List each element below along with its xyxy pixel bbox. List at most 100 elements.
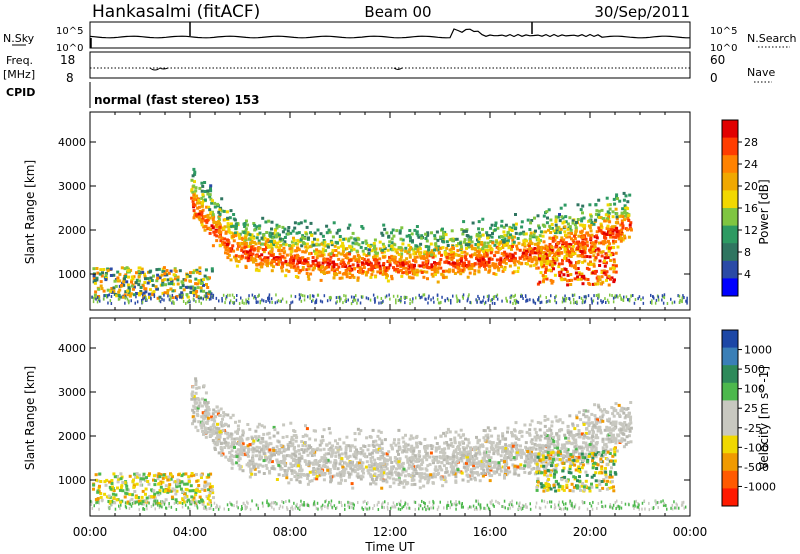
echo-cell (378, 437, 382, 441)
echo-cell (614, 409, 618, 413)
echo-cell (433, 265, 437, 269)
echo-cell (436, 297, 439, 301)
echo-cell (143, 275, 147, 279)
echo-cell (562, 277, 566, 281)
echo-cell (551, 449, 555, 453)
echo-cell (194, 379, 198, 383)
echo-cell (309, 272, 313, 276)
echo-cell (569, 430, 573, 434)
echo-cell (362, 257, 366, 261)
echo-cell (595, 230, 599, 234)
echo-cell (496, 265, 500, 269)
echo-cell (412, 297, 414, 301)
echo-cell (551, 259, 555, 263)
echo-cell (375, 448, 378, 452)
echo-cell (249, 258, 253, 262)
echo-cell (357, 243, 361, 247)
echo-cell (346, 226, 350, 230)
echo-cell (564, 220, 568, 224)
echo-cell (538, 280, 542, 284)
echo-cell (361, 295, 363, 299)
echo-cell (104, 273, 108, 277)
echo-cell (581, 246, 585, 250)
echo-cell (552, 435, 555, 439)
echo-cell (617, 403, 621, 407)
echo-cell (462, 240, 466, 244)
echo-cell (625, 295, 628, 299)
echo-cell (116, 276, 120, 280)
echo-cell (482, 436, 486, 440)
echo-cell (580, 217, 584, 221)
echo-cell (404, 301, 406, 305)
echo-cell (338, 473, 342, 477)
echo-cell (427, 296, 430, 300)
echo-cell (170, 282, 174, 286)
echo-cell (319, 439, 323, 443)
echo-cell (481, 247, 485, 251)
echo-cell (353, 255, 357, 259)
echo-cell (367, 248, 371, 252)
echo-cell (471, 221, 475, 225)
echo-cell (558, 231, 562, 235)
echo-cell (605, 301, 607, 304)
echo-cell (460, 257, 464, 261)
echo-cell (467, 297, 469, 301)
echo-cell (495, 294, 497, 298)
echo-cell (126, 297, 129, 301)
echo-cell (454, 448, 458, 452)
echo-cell (545, 256, 549, 260)
echo-cell (223, 245, 227, 249)
echo-cell (661, 298, 663, 302)
echo-cell (514, 213, 517, 216)
echo-cell (476, 238, 479, 242)
echo-cell (262, 299, 265, 303)
echo-cell (479, 443, 483, 447)
echo-cell (463, 256, 467, 260)
echo-cell (289, 265, 293, 269)
echo-cell (595, 433, 598, 437)
echo-cell (593, 250, 597, 254)
echo-cell (560, 215, 564, 219)
echo-cell (608, 231, 612, 235)
echo-cell (597, 226, 601, 230)
echo-cell (278, 237, 282, 241)
echo-cell (527, 448, 531, 452)
echo-cell (599, 222, 603, 226)
echo-cell (540, 300, 543, 304)
echo-cell (534, 235, 538, 239)
echo-cell (317, 243, 321, 247)
echo-cell (285, 262, 289, 266)
echo-cell (361, 241, 365, 245)
echo-cell (372, 445, 376, 448)
echo-cell (334, 445, 338, 449)
echo-cell (212, 296, 214, 300)
echo-cell (205, 297, 208, 301)
freq-right-label: Nave (747, 66, 775, 79)
echo-cell (528, 253, 532, 257)
echo-cell (571, 244, 575, 248)
echo-cell (464, 258, 468, 261)
echo-cell (411, 462, 415, 466)
echo-cell (266, 256, 270, 260)
echo-cell (470, 474, 474, 478)
echo-cell (530, 419, 534, 423)
echo-cell (568, 242, 572, 246)
echo-cell (563, 225, 567, 229)
echo-cell (230, 449, 234, 453)
echo-cell (218, 243, 222, 247)
echo-cell (118, 272, 122, 276)
echo-cell (596, 279, 600, 283)
echo-cell (381, 473, 385, 477)
echo-cell (681, 299, 683, 303)
echo-cell (157, 267, 161, 271)
echo-cell (321, 261, 325, 265)
echo-cell (418, 479, 422, 483)
echo-cell (362, 471, 365, 475)
echo-cell (612, 409, 616, 413)
echo-cell (297, 461, 301, 465)
echo-cell (306, 463, 310, 467)
echo-cell (303, 294, 306, 298)
echo-cell (264, 464, 268, 467)
power-colorbar-label: 4 (744, 268, 751, 281)
echo-cell (557, 229, 561, 233)
